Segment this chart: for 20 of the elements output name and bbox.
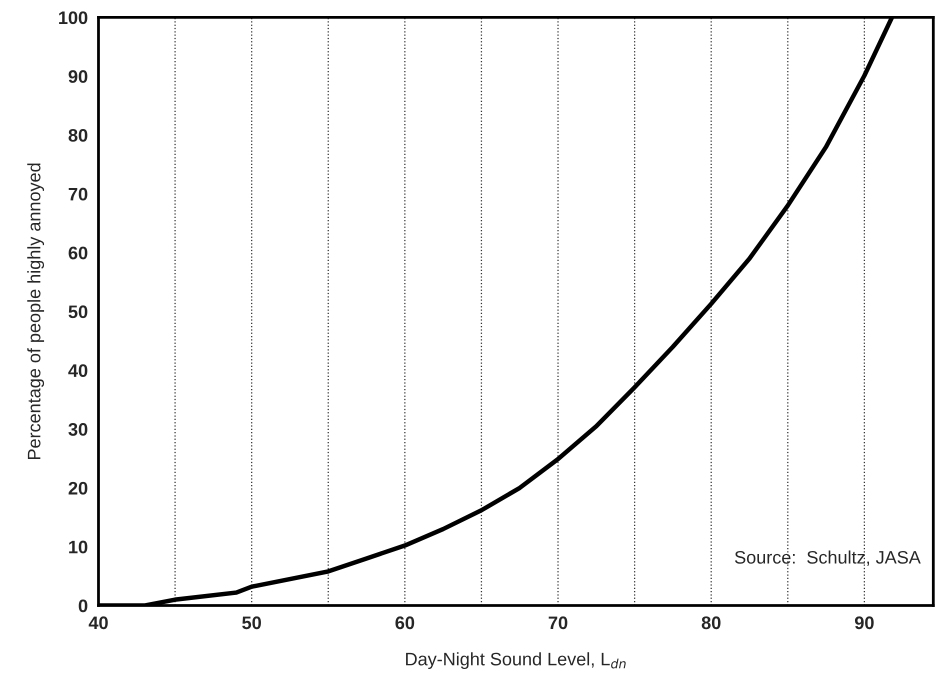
y-tick-label: 0 bbox=[78, 599, 88, 612]
y-tick-label: 10 bbox=[69, 540, 88, 554]
x-tick-label: 70 bbox=[548, 616, 568, 630]
y-tick-label: 50 bbox=[68, 305, 88, 318]
x-tick-label: 40 bbox=[88, 616, 108, 630]
y-tick-label: 60 bbox=[68, 246, 88, 260]
y-tick-label: 40 bbox=[68, 364, 88, 377]
y-tick-label: 80 bbox=[68, 128, 88, 142]
y-tick-label: 70 bbox=[68, 188, 88, 201]
x-tick-label: 50 bbox=[242, 616, 261, 630]
x-tick-label: 60 bbox=[395, 616, 414, 630]
x-axis-title: Day-Night Sound Level, L$_{dn}$ bbox=[406, 652, 626, 670]
x-tick-label: 90 bbox=[854, 616, 874, 630]
y-tick-label: 20 bbox=[68, 482, 88, 495]
y-tick-label: 100 bbox=[59, 11, 88, 24]
y-tick-label: 90 bbox=[68, 70, 88, 83]
y-axis-title: Percentage of people highly annoyed bbox=[27, 164, 44, 460]
x-tick-label: 80 bbox=[702, 616, 721, 630]
y-tick-label: 30 bbox=[68, 423, 88, 436]
annotation: Source: Schultz, JASA bbox=[734, 550, 921, 566]
